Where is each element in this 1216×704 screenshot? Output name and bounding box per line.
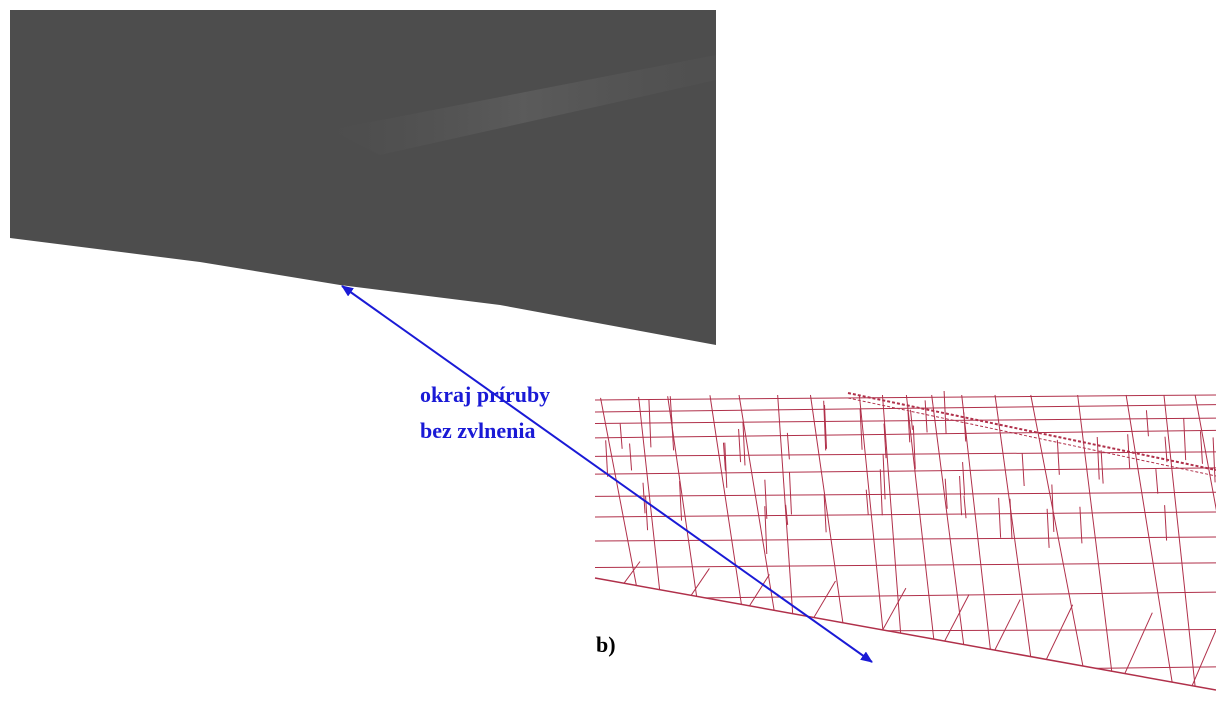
mesh-line: [906, 395, 940, 700]
mesh-line: [883, 454, 885, 499]
mesh-line: [810, 395, 853, 700]
mesh-line: [964, 496, 966, 518]
mesh-line: [1097, 437, 1099, 480]
mesh-line: [805, 581, 835, 632]
mesh-line: [963, 462, 965, 495]
mesh-line: [1156, 469, 1158, 494]
mesh-line: [932, 395, 971, 700]
mesh-line: [1165, 505, 1167, 540]
mesh-line: [643, 483, 645, 514]
mesh-line: [1213, 437, 1215, 482]
mesh-line: [595, 395, 1216, 400]
mesh-line: [960, 476, 962, 515]
mesh-line: [739, 429, 741, 462]
mesh-line: [595, 418, 1216, 423]
mesh-line: [595, 452, 1216, 456]
mesh-line: [789, 472, 791, 514]
panel-label: b): [596, 632, 616, 657]
mesh-line: [595, 630, 1216, 632]
mesh-line: [962, 395, 996, 700]
mesh-line: [882, 395, 905, 700]
figure: okraj príruby bez zvlnenia b): [0, 0, 1216, 704]
mesh-line: [910, 410, 912, 430]
mesh-line: [1101, 450, 1103, 483]
mesh-line: [667, 395, 711, 700]
mesh-line: [595, 492, 1216, 496]
mesh-line: [620, 424, 622, 449]
mesh-line: [595, 405, 1216, 412]
mesh-line: [595, 563, 1216, 568]
mesh-line: [630, 443, 632, 470]
annotation-arrow: [342, 286, 872, 662]
mesh-line: [1146, 410, 1148, 436]
mesh-line: [595, 468, 1216, 474]
annotation-text: okraj príruby: [420, 382, 550, 407]
mesh-line: [595, 592, 1216, 599]
mesh-line: [679, 568, 709, 612]
annotation-text: bez zvlnenia: [420, 418, 536, 443]
mesh-line: [595, 512, 1216, 517]
mesh-line: [739, 574, 769, 621]
mesh-line: [1164, 395, 1197, 700]
mesh-wireframe: [595, 391, 1216, 700]
mesh-line: [1200, 431, 1202, 464]
mesh-line: [710, 395, 756, 700]
mesh-line: [925, 400, 927, 432]
page: okraj príruby bez zvlnenia b) (() => { c…: [0, 0, 1216, 704]
mesh-line: [1078, 395, 1116, 700]
mesh-line: [1047, 509, 1049, 548]
mesh-line: [606, 440, 608, 477]
mesh-ridge: [848, 398, 1216, 476]
mesh-line: [880, 469, 882, 515]
mesh-line: [1122, 613, 1152, 679]
mesh-line: [638, 395, 671, 700]
mesh-line: [1043, 605, 1073, 667]
mesh-line: [999, 498, 1001, 538]
mesh-line: [1165, 437, 1167, 463]
mesh-line: [1184, 418, 1186, 460]
mesh-line: [866, 490, 868, 515]
mesh-line: [595, 430, 1216, 438]
rendered-surface: [10, 10, 716, 345]
mesh-edge: [595, 578, 1216, 690]
